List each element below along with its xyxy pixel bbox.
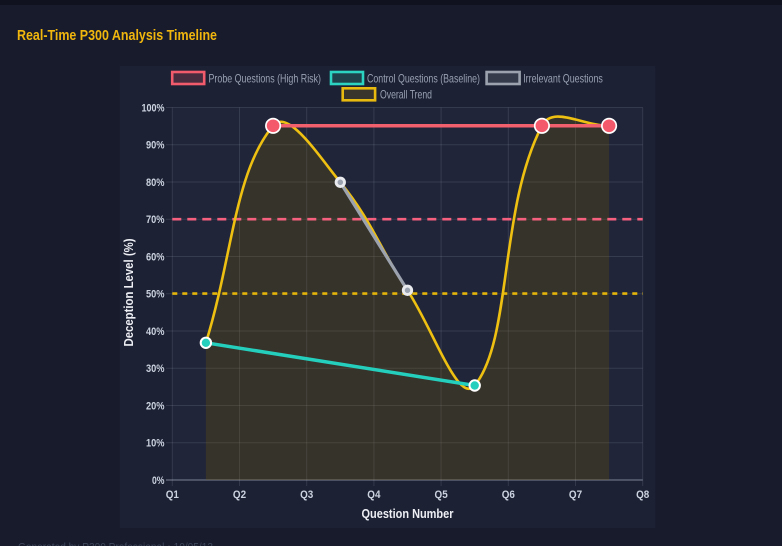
svg-text:Q2: Q2 <box>233 489 246 501</box>
svg-text:Q7: Q7 <box>569 489 582 501</box>
svg-text:Q1: Q1 <box>166 489 179 501</box>
svg-text:90%: 90% <box>146 140 165 152</box>
svg-text:Overall Trend: Overall Trend <box>380 88 432 102</box>
svg-text:70%: 70% <box>146 214 165 226</box>
svg-text:Q8: Q8 <box>636 489 649 501</box>
svg-text:10%: 10% <box>146 438 165 450</box>
svg-text:Q4: Q4 <box>367 489 381 501</box>
svg-text:Irrelevant Questions: Irrelevant Questions <box>523 71 603 85</box>
svg-text:100%: 100% <box>142 103 165 115</box>
svg-text:Deception Level (%): Deception Level (%) <box>122 239 136 347</box>
svg-text:60%: 60% <box>146 251 165 263</box>
svg-text:0%: 0% <box>152 475 165 487</box>
svg-text:Q5: Q5 <box>435 489 448 501</box>
svg-text:Q6: Q6 <box>502 489 515 501</box>
svg-text:50%: 50% <box>146 289 165 301</box>
svg-text:Control Questions (Baseline): Control Questions (Baseline) <box>367 71 480 85</box>
svg-text:30%: 30% <box>146 363 165 375</box>
svg-text:20%: 20% <box>146 400 165 412</box>
svg-text:40%: 40% <box>146 326 165 338</box>
svg-text:Probe Questions (High Risk): Probe Questions (High Risk) <box>209 71 322 85</box>
svg-text:Q3: Q3 <box>300 489 313 501</box>
svg-text:80%: 80% <box>146 177 165 189</box>
svg-text:Generated by P300 Professional: Generated by P300 Professional • 10/05/1… <box>18 542 213 546</box>
svg-text:Real-Time P300 Analysis Timeli: Real-Time P300 Analysis Timeline <box>17 27 217 44</box>
svg-text:Question Number: Question Number <box>362 507 454 521</box>
